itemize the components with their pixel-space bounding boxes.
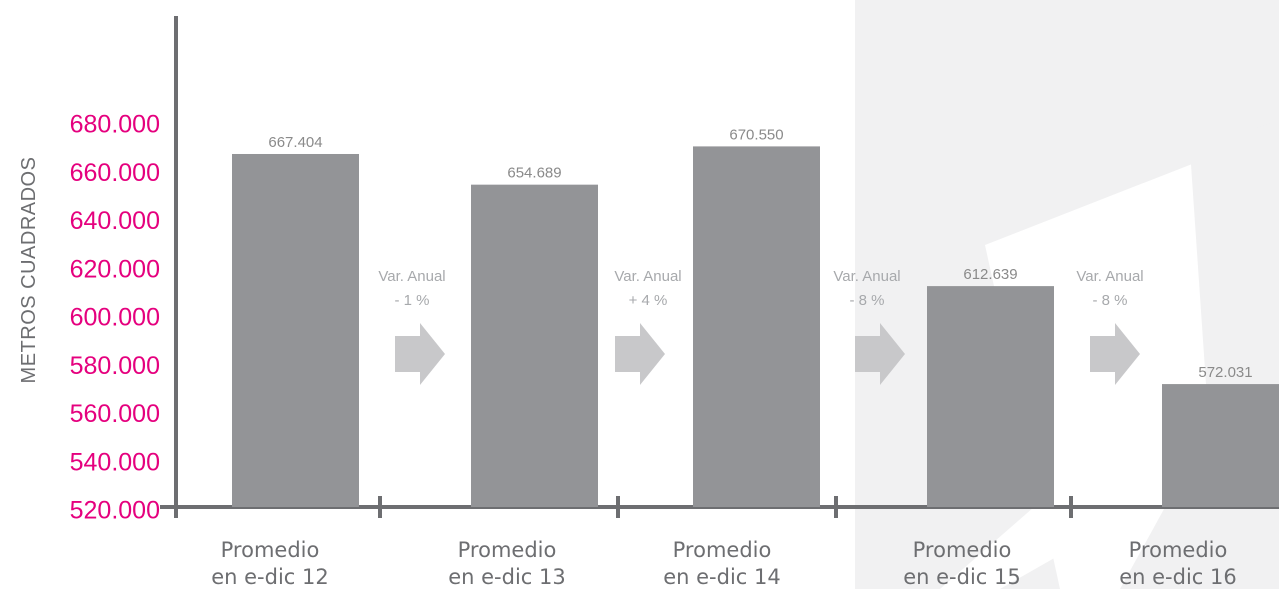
y-tick-label: 580.000 xyxy=(70,352,160,380)
variation-arrows: Var. Anual - 1 % Var. Anual + 4 % Var. Anual… xyxy=(378,268,1144,385)
y-tick-label: 540.000 xyxy=(70,448,160,476)
x-tick-label: en e-dic 12 xyxy=(211,565,329,589)
arrow-right-icon xyxy=(1090,323,1140,385)
bar xyxy=(927,286,1054,507)
y-axis-label: METROS CUADRADOS xyxy=(18,157,40,384)
bar xyxy=(693,146,820,507)
x-tick-label: Promedio xyxy=(458,538,557,562)
variation-value: - 8 % xyxy=(1092,292,1127,309)
value-labels: 667.404 654.689 670.550 612.639 572.031 xyxy=(268,126,1252,381)
x-tick-labels: Promedio en e-dic 12 Promedio en e-dic 13 Pr… xyxy=(211,538,1237,589)
y-tick-label: 560.000 xyxy=(70,400,160,428)
data-label: 612.639 xyxy=(963,266,1017,283)
variation-label: Var. Anual xyxy=(1076,268,1143,285)
y-tick-label: 520.000 xyxy=(70,497,160,525)
y-tick-label: 660.000 xyxy=(70,159,160,187)
bars xyxy=(232,146,1279,507)
bar xyxy=(232,153,359,507)
y-tick-label: 620.000 xyxy=(70,255,160,283)
arrow-right-icon xyxy=(615,323,665,385)
bar xyxy=(1162,384,1279,507)
variation-value: + 4 % xyxy=(629,292,668,309)
x-tick-label: en e-dic 13 xyxy=(448,565,566,589)
data-label: 667.404 xyxy=(268,134,322,151)
arrow-right-icon xyxy=(855,323,905,385)
x-tick-label: Promedio xyxy=(913,538,1012,562)
data-label: 654.689 xyxy=(507,165,561,182)
bar xyxy=(471,184,598,507)
variation-label: Var. Anual xyxy=(614,268,681,285)
data-label: 670.550 xyxy=(729,126,783,143)
arrow-right-icon xyxy=(395,323,445,385)
data-label: 572.031 xyxy=(1198,364,1252,381)
x-tick-label: en e-dic 16 xyxy=(1119,565,1237,589)
x-tick-label: en e-dic 15 xyxy=(903,565,1021,589)
variation-value: - 8 % xyxy=(849,292,884,309)
x-tick-label: Promedio xyxy=(673,538,772,562)
variation-value: - 1 % xyxy=(394,292,429,309)
x-tick-label: Promedio xyxy=(1129,538,1228,562)
y-tick-label: 600.000 xyxy=(70,304,160,332)
y-tick-label: 640.000 xyxy=(70,207,160,235)
x-tick-label: Promedio xyxy=(221,538,320,562)
variation-label: Var. Anual xyxy=(378,268,445,285)
x-tick-label: en e-dic 14 xyxy=(663,565,781,589)
variation-label: Var. Anual xyxy=(833,268,900,285)
y-tick-label: 680.000 xyxy=(70,111,160,139)
y-tick-labels: 680.000 660.000 640.000 620.000 600.000 580.0… xyxy=(70,111,160,525)
